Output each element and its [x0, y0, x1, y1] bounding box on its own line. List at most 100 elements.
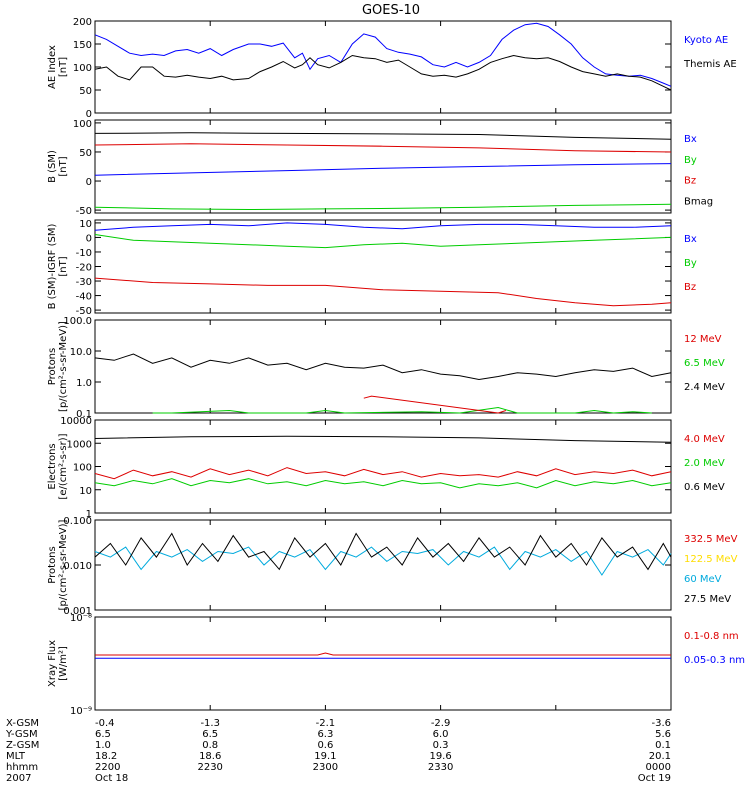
xaxis-value: 20.1	[649, 751, 671, 762]
xaxis-row-label: MLT	[6, 751, 26, 762]
ytick-label: 10⁻⁹	[70, 706, 92, 717]
xaxis-value: 2230	[197, 762, 222, 773]
legend-entry: 332.5 MeV	[684, 534, 738, 545]
legend-entry: 0.05-0.3 nm	[684, 655, 745, 666]
series-bx	[94, 163, 672, 176]
ylabel-line: [nT]	[58, 256, 69, 276]
legend-entry: 0.1-0.8 nm	[684, 631, 739, 642]
ylabel: Xray Flux[W/m²]	[47, 640, 69, 687]
ytick-label: 0.001	[63, 606, 92, 617]
ylabel-line: Electrons	[47, 443, 58, 489]
ylabel: B (SM)-IGRF (SM)[nT]	[47, 224, 69, 310]
ytick-label: 10.0	[70, 347, 92, 358]
xaxis-row-label: Y-GSM	[5, 729, 38, 740]
ytick-label: 0.100	[63, 516, 92, 527]
ylabel: B (SM)[nT]	[47, 150, 69, 183]
ytick-label: 50	[79, 148, 92, 159]
legend-entry: By	[684, 258, 697, 269]
ylabel-line: Protons	[47, 546, 58, 583]
ylabel: Electrons[e/(cm²-s-sr)]	[47, 433, 69, 499]
series-bz	[94, 143, 672, 153]
xaxis-value: 5.6	[655, 729, 671, 740]
chart-title: GOES-10	[362, 3, 420, 18]
xaxis-value: 0.8	[202, 740, 218, 751]
xaxis-value: 19.1	[314, 751, 336, 762]
ytick-label: 10	[79, 486, 92, 497]
ytick-label: 0.1	[76, 409, 92, 420]
xaxis-value: 19.6	[429, 751, 451, 762]
panel-frame	[94, 616, 672, 711]
xaxis-value: -3.6	[651, 718, 671, 729]
ylabel-line: B (SM)-IGRF (SM)	[47, 224, 58, 310]
xaxis-value: 0.3	[433, 740, 449, 751]
ytick-label: -50	[76, 306, 92, 317]
ytick-label: 100.0	[63, 316, 92, 327]
xaxis-value: 2330	[428, 762, 453, 773]
series-4-0-mev	[94, 467, 672, 480]
xaxis-value: Oct 19	[638, 773, 671, 784]
xaxis-value: -0.4	[95, 718, 115, 729]
ylabel-line: [e/(cm²-s-sr)]	[58, 433, 69, 499]
xaxis-value: 6.5	[95, 729, 111, 740]
series-0-6-mev	[94, 435, 672, 443]
ytick-label: 10	[79, 219, 92, 230]
legend-entry: Bz	[684, 282, 696, 293]
series-2-0-mev	[94, 478, 672, 489]
xaxis-row-label: Z-GSM	[6, 740, 39, 751]
xaxis-value: -2.1	[316, 718, 336, 729]
series-themis-ae	[94, 54, 672, 91]
series-kyoto-ae	[94, 22, 672, 87]
legend-entry: 0.6 MeV	[684, 482, 725, 493]
xaxis-value: -1.3	[200, 718, 220, 729]
ytick-label: 0	[86, 109, 92, 120]
series-bmag	[94, 132, 672, 140]
ylabel: AE Index[nT]	[47, 45, 69, 89]
ytick-label: 0	[86, 177, 92, 188]
ylabel-line: Protons	[47, 348, 58, 385]
panel-protons2: 0.0010.0100.100Protons[p/(cm²-s-sr-MeV)]…	[47, 516, 738, 617]
ylabel-line: [W/m²]	[58, 646, 69, 681]
ytick-label: 0.010	[63, 561, 92, 572]
xaxis-row-label: 2007	[6, 773, 31, 784]
panel-frame	[94, 419, 672, 514]
ytick-label: 10000	[60, 416, 92, 427]
xaxis-value: Oct 18	[95, 773, 128, 784]
legend-entry: Kyoto AE	[684, 35, 728, 46]
ylabel-line: [p/(cm²-s-sr-MeV)]	[58, 519, 69, 610]
xaxis-row-label: hhmm	[6, 762, 38, 773]
series-27-5-mev	[94, 532, 672, 571]
legend-entry: Bmag	[684, 196, 713, 207]
legend-entry: Bx	[684, 134, 697, 145]
ytick-label: 50	[79, 86, 92, 97]
panel-ae: 0 50 100 150 200 AE Index[nT] Kyoto AE Themis A…	[47, 17, 737, 120]
ylabel-line: B (SM)	[47, 150, 58, 183]
legend-entry: 12 MeV	[684, 334, 722, 345]
panel-protons1: 0.11.010.0100.0Protons[p/(cm²-s-sr-MeV)]…	[47, 316, 725, 420]
legend-entry: Bz	[684, 176, 696, 187]
panel-bsm: -50 0 50 100 B (SM)[nT] Bx By Bz Bmag	[47, 119, 713, 217]
series-2-4-mev	[94, 353, 672, 381]
ylabel: Protons[p/(cm²-s-sr-MeV)]	[47, 519, 69, 610]
series-by	[94, 234, 672, 249]
legend-entry: 27.5 MeV	[684, 594, 731, 605]
series-6-5-mev	[152, 406, 652, 414]
xaxis-row-label: X-GSM	[6, 718, 39, 729]
legend-entry: Themis AE	[683, 59, 737, 70]
panel-electrons: 1 10 100 1000 10000 Electrons[e/(cm²-s-sr)] 4.…	[47, 416, 725, 520]
xaxis-value: -2.9	[431, 718, 451, 729]
ytick-label: 1	[86, 509, 92, 520]
series-60-mev	[94, 546, 672, 576]
ytick-label: -30	[76, 277, 92, 288]
ytick-label: 200	[73, 17, 92, 28]
ylabel: Protons[p/(cm²-s-sr-MeV)]	[47, 321, 69, 412]
series-bz	[94, 277, 672, 307]
xaxis-value: 18.2	[95, 751, 117, 762]
panel-frame	[94, 519, 672, 611]
ytick-label: 100	[73, 119, 92, 130]
ylabel-line: [p/(cm²-s-sr-MeV)]	[58, 321, 69, 412]
legend-entry: Bx	[684, 234, 697, 245]
xaxis-value: 2200	[95, 762, 120, 773]
xaxis-value: 0.6	[317, 740, 333, 751]
ytick-label: 0	[86, 233, 92, 244]
